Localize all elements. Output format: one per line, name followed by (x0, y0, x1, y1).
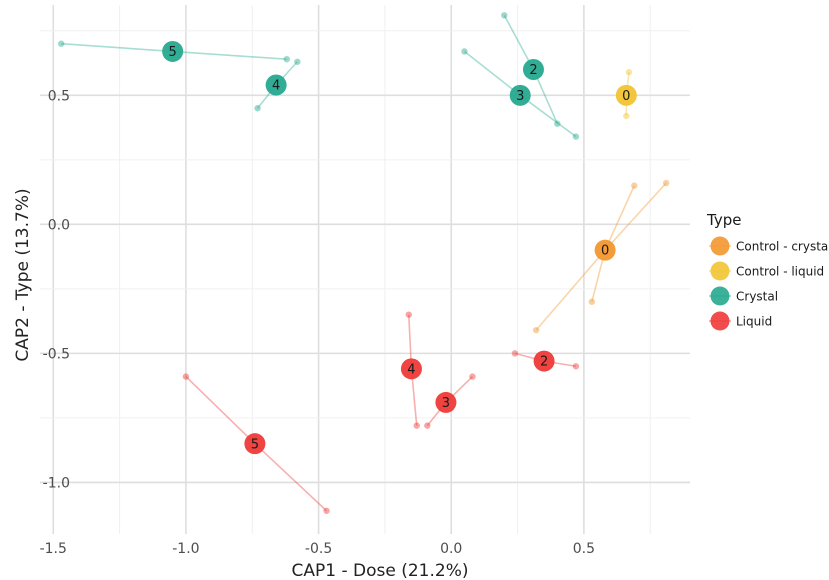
replicate-point (182, 373, 190, 380)
replicate-point (532, 326, 540, 334)
replicate-point (501, 12, 508, 19)
group-segment (535, 249, 606, 331)
legend-label: Control - crystal (736, 240, 829, 254)
centroid-marker (533, 350, 555, 372)
x-tick-label: -1.5 (40, 541, 67, 557)
replicate-point (554, 120, 561, 127)
legend-swatch (710, 286, 730, 306)
legend-swatch (710, 261, 730, 281)
legend-swatch (710, 236, 730, 256)
legend-swatch (710, 311, 730, 331)
replicate-point (413, 422, 420, 429)
x-axis-title: CAP1 - Dose (21.2%) (292, 561, 469, 580)
grid-lines (40, 5, 690, 534)
replicate-point (461, 48, 468, 55)
legend-label: Crystal (736, 290, 778, 304)
group-segment (604, 185, 636, 251)
replicate-point (405, 311, 412, 318)
replicate-point (588, 298, 596, 305)
replicate-point (625, 68, 633, 76)
legend: Type Control - crystal Control - liquid Cr… (706, 211, 829, 331)
replicate-point (323, 507, 330, 514)
x-tick-label: 0.5 (573, 541, 595, 557)
centroid-label: 0 (601, 244, 609, 259)
y-tick-label: -1.0 (43, 475, 70, 491)
group-segment (254, 443, 328, 512)
group-segment (61, 42, 173, 53)
replicate-point (511, 350, 519, 357)
legend-label: Liquid (736, 315, 772, 329)
group-segment (172, 50, 287, 60)
centroid-label: 0 (622, 89, 630, 104)
replicate-point (631, 182, 638, 189)
replicate-point (572, 363, 580, 370)
centroid-label: 2 (540, 355, 548, 370)
replicate-point (623, 112, 630, 120)
centroid-label: 5 (251, 437, 259, 452)
centroid-marker (509, 84, 531, 106)
centroid-label: 5 (169, 45, 177, 60)
group-segment (604, 182, 667, 251)
group-segments (61, 14, 667, 512)
x-tick-label: -1.0 (172, 541, 199, 557)
centroid-label: 4 (407, 362, 415, 377)
replicate-points (58, 12, 670, 514)
replicate-point (294, 58, 301, 65)
centroid-marker (244, 433, 266, 455)
replicate-point (254, 105, 261, 112)
replicate-point (58, 40, 65, 47)
x-tick-label: 0.0 (440, 541, 462, 557)
centroid-label: 3 (516, 89, 524, 104)
y-tick-label: -0.5 (43, 346, 70, 362)
centroid-label: 3 (442, 396, 450, 411)
legend-title: Type (706, 211, 741, 229)
group-segment (185, 376, 256, 445)
centroid-marker (522, 59, 544, 81)
centroid-label: 4 (272, 79, 280, 94)
replicate-point (424, 422, 431, 429)
replicate-point (469, 373, 476, 380)
replicate-point (572, 133, 580, 140)
centroid-label: 2 (529, 63, 537, 78)
y-axis-ticks: -1.0 -0.5 0.0 0.5 (43, 88, 70, 491)
y-tick-label: 0.5 (48, 88, 70, 104)
legend-label: Control - liquid (736, 265, 824, 279)
replicate-point (283, 55, 290, 63)
centroid-marker (265, 74, 287, 96)
centroid-marker (435, 391, 457, 413)
group-segment (463, 50, 521, 96)
centroid-marker (400, 358, 422, 380)
x-tick-label: -0.5 (305, 541, 332, 557)
centroid-marker (615, 84, 637, 106)
group-segment (519, 94, 577, 138)
centroid-marker (594, 239, 616, 261)
y-tick-label: 0.0 (48, 217, 70, 233)
replicate-point (662, 179, 670, 187)
y-axis-title: CAP2 - Type (13.7%) (13, 188, 33, 361)
centroid-marker (162, 40, 184, 62)
x-axis-ticks: -1.5 -1.0 -0.5 0.0 0.5 (40, 541, 595, 557)
